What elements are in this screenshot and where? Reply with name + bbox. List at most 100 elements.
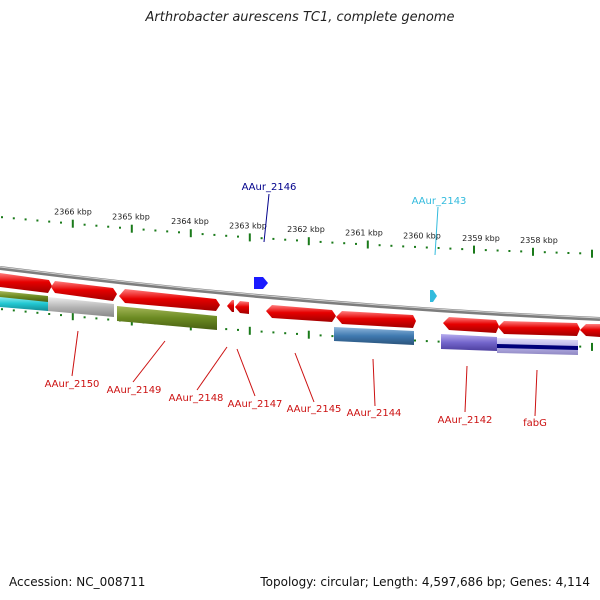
label-aaur-2149[interactable]: AAur_2149: [107, 385, 162, 396]
minor-tick: [36, 311, 39, 314]
gene-forward-8[interactable]: [443, 317, 499, 333]
gene-forward-10[interactable]: [580, 324, 600, 337]
minor-tick: [142, 228, 145, 231]
minor-tick: [555, 251, 558, 254]
minor-tick: [331, 335, 334, 338]
label-aaur-2146[interactable]: AAur_2146: [242, 182, 297, 193]
minor-tick: [83, 223, 86, 226]
minor-tick: [272, 237, 275, 240]
major-tick: [591, 249, 593, 258]
gene-forward-3[interactable]: [119, 289, 220, 311]
label-fabg[interactable]: fabG: [523, 418, 547, 429]
minor-tick: [496, 249, 499, 252]
minor-tick: [107, 225, 110, 228]
topology-summary: Topology: circular; Length: 4,597,686 bp…: [260, 575, 590, 589]
major-tick: [71, 219, 74, 228]
minor-tick: [107, 318, 110, 321]
minor-tick: [437, 340, 440, 343]
minor-tick: [414, 245, 416, 248]
minor-tick: [378, 244, 381, 247]
gene-forward-1[interactable]: [0, 273, 52, 293]
minor-tick: [520, 250, 523, 253]
minor-tick: [390, 244, 393, 247]
minor-tick: [272, 331, 275, 334]
label-aaur-2144[interactable]: AAur_2144: [347, 408, 402, 419]
scale-label: 2363 kbp: [229, 221, 267, 230]
scale-label: 2366 kbp: [54, 208, 92, 217]
minor-tick: [201, 233, 204, 236]
minor-tick: [425, 246, 428, 249]
gene-forward-2[interactable]: [51, 281, 117, 301]
major-tick: [307, 330, 310, 339]
minor-tick: [543, 251, 546, 254]
minor-tick: [260, 237, 263, 240]
minor-tick: [567, 252, 570, 254]
minor-tick: [60, 314, 62, 317]
major-tick: [130, 224, 133, 233]
label-aaur-2150[interactable]: AAur_2150: [45, 379, 100, 390]
minor-tick: [402, 245, 405, 248]
label-aaur-2147[interactable]: AAur_2147: [228, 399, 283, 410]
minor-tick: [296, 239, 298, 242]
major-tick: [71, 312, 74, 321]
scale-label: 2358 kbp: [520, 236, 558, 245]
scale-label: 2365 kbp: [112, 213, 150, 222]
minor-tick: [95, 224, 98, 227]
minor-tick: [166, 230, 169, 233]
minor-tick: [414, 339, 416, 342]
minor-tick: [343, 242, 346, 245]
major-tick: [473, 245, 475, 254]
minor-tick: [484, 249, 487, 252]
label-aaur-2143[interactable]: AAur_2143: [412, 196, 467, 207]
minor-tick: [48, 220, 51, 223]
gene-aaur-2143[interactable]: [430, 290, 437, 302]
scale-label: 2364 kbp: [171, 217, 209, 226]
feature-blue: [334, 327, 414, 345]
label-leaders: [71, 193, 538, 417]
minor-tick: [48, 313, 51, 315]
minor-tick: [508, 250, 511, 252]
minor-tick: [461, 248, 464, 251]
minor-tick: [237, 328, 239, 331]
feature-navy-line: [497, 344, 578, 350]
minor-tick: [60, 221, 62, 224]
label-aaur-2142[interactable]: AAur_2142: [438, 415, 493, 426]
minor-tick: [1, 216, 3, 219]
minor-tick: [12, 217, 15, 220]
minor-tick: [178, 231, 180, 234]
minor-tick: [331, 241, 334, 244]
minor-tick: [425, 340, 428, 343]
scale-label: 2359 kbp: [462, 234, 500, 243]
gene-forward-7[interactable]: [336, 311, 416, 328]
gene-aaur-2146[interactable]: [254, 277, 268, 289]
minor-tick: [225, 328, 228, 331]
minor-tick: [449, 247, 452, 250]
feature-purple: [441, 334, 497, 351]
minor-tick: [579, 252, 582, 255]
gene-forward-4[interactable]: [227, 300, 234, 312]
feature-olive: [117, 306, 217, 330]
minor-tick: [355, 242, 357, 245]
minor-tick: [225, 234, 228, 237]
minor-tick: [119, 226, 121, 229]
minor-tick: [319, 240, 322, 243]
gene-forward-9[interactable]: [498, 321, 580, 336]
minor-tick: [36, 219, 39, 222]
scale-label: 2362 kbp: [287, 225, 325, 234]
feature-grey: [48, 297, 114, 317]
minor-tick: [154, 229, 157, 232]
scale-ticks: [1, 216, 593, 258]
minor-tick: [237, 235, 239, 238]
minor-tick: [1, 308, 3, 311]
scale-label: 2360 kbp: [403, 231, 441, 240]
major-tick: [248, 326, 251, 335]
gene-forward-5[interactable]: [235, 301, 249, 314]
major-tick: [532, 247, 534, 256]
label-aaur-2148[interactable]: AAur_2148: [169, 393, 224, 404]
minor-tick: [83, 316, 86, 319]
major-tick: [248, 233, 251, 242]
gene-forward-6[interactable]: [266, 305, 336, 322]
label-aaur-2145[interactable]: AAur_2145: [287, 404, 342, 415]
scale-labels: 2366 kbp 2365 kbp 2364 kbp 2363 kbp 2362 kbp…: [54, 208, 558, 245]
major-tick: [189, 229, 192, 238]
